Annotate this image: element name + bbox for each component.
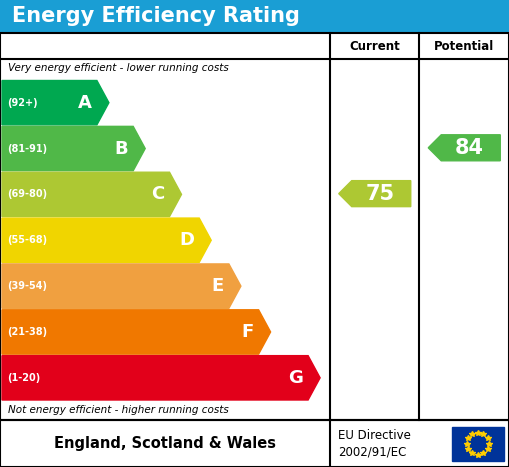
- Bar: [0, 420, 509, 467]
- Text: 2002/91/EC: 2002/91/EC: [338, 446, 406, 459]
- Text: G: G: [288, 369, 303, 387]
- Polygon shape: [2, 218, 211, 262]
- Text: (92+): (92+): [7, 98, 38, 108]
- Text: EU Directive: EU Directive: [338, 429, 411, 441]
- Text: Very energy efficient - lower running costs: Very energy efficient - lower running co…: [8, 63, 229, 73]
- Text: Not energy efficient - higher running costs: Not energy efficient - higher running co…: [8, 405, 229, 415]
- Text: 75: 75: [365, 184, 394, 204]
- Text: (21-38): (21-38): [7, 327, 47, 337]
- Polygon shape: [2, 264, 241, 308]
- Polygon shape: [2, 172, 182, 217]
- Text: D: D: [179, 231, 194, 249]
- Text: Current: Current: [349, 40, 400, 52]
- Text: (1-20): (1-20): [7, 373, 40, 383]
- Bar: [0, 33, 509, 420]
- Text: E: E: [212, 277, 224, 295]
- Polygon shape: [339, 181, 411, 206]
- Text: A: A: [78, 94, 92, 112]
- Text: Energy Efficiency Rating: Energy Efficiency Rating: [12, 7, 300, 27]
- Text: (55-68): (55-68): [7, 235, 47, 245]
- Text: (81-91): (81-91): [7, 143, 47, 154]
- Bar: [0, 0, 509, 33]
- Polygon shape: [2, 80, 109, 125]
- Text: B: B: [115, 140, 128, 157]
- Polygon shape: [2, 127, 145, 171]
- Text: (39-54): (39-54): [7, 281, 47, 291]
- Text: England, Scotland & Wales: England, Scotland & Wales: [54, 436, 276, 451]
- Text: 84: 84: [455, 138, 484, 158]
- Text: F: F: [241, 323, 253, 341]
- Text: (69-80): (69-80): [7, 190, 47, 199]
- Text: Potential: Potential: [434, 40, 494, 52]
- Polygon shape: [2, 310, 271, 354]
- Polygon shape: [428, 135, 500, 161]
- Bar: [452, 426, 504, 460]
- Polygon shape: [2, 356, 320, 400]
- Text: C: C: [151, 185, 164, 204]
